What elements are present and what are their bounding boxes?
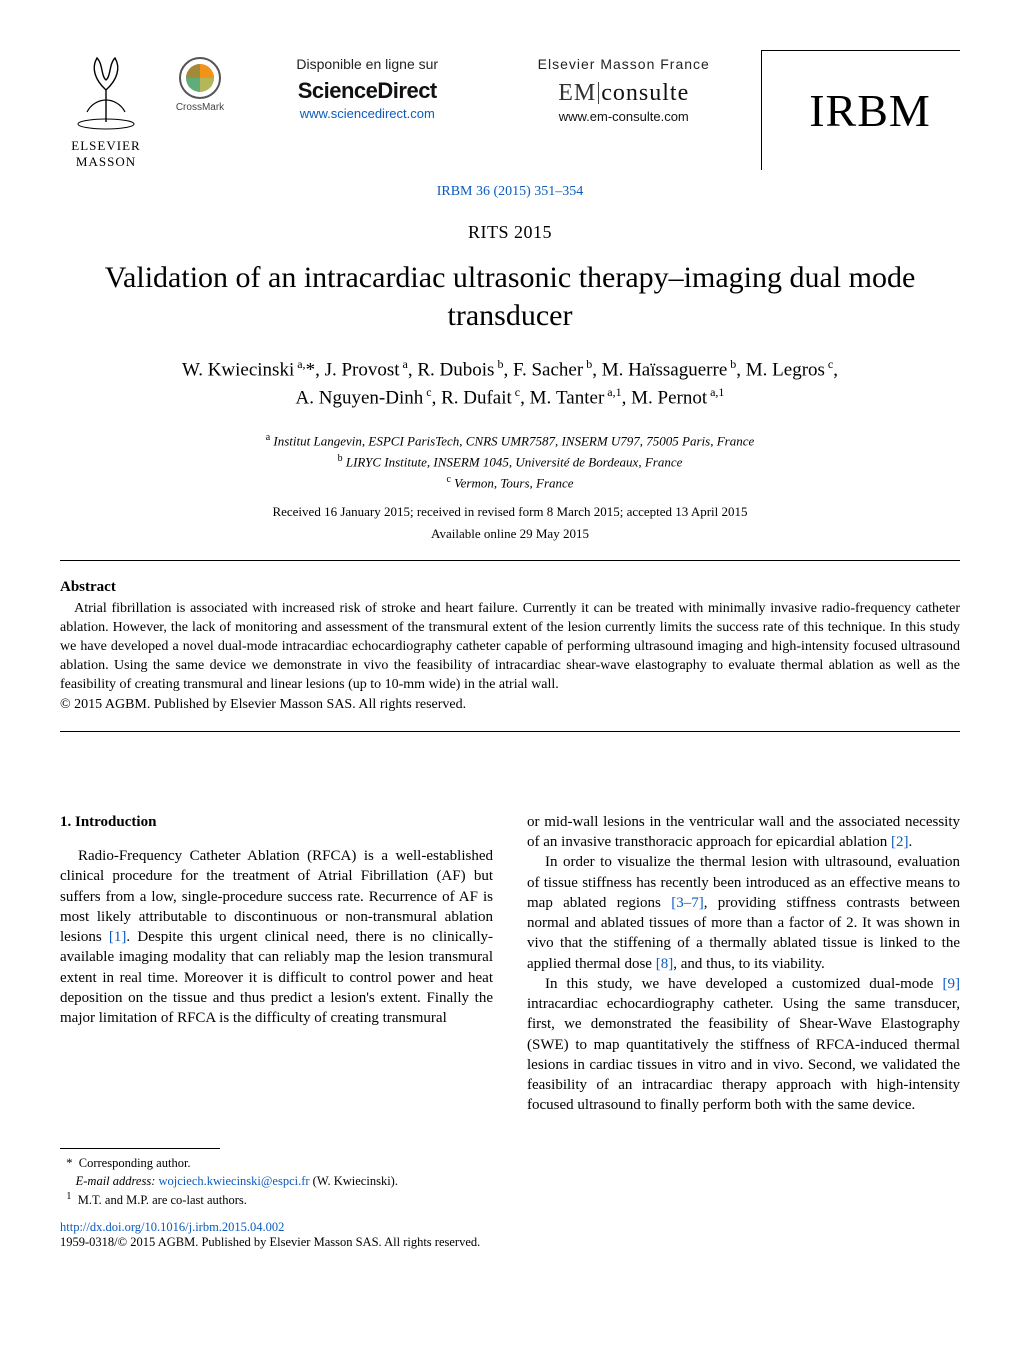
footnotes: * Corresponding author. E-mail address: …	[60, 1155, 493, 1210]
header-row: ELSEVIER MASSON CrossMark Disponible en …	[60, 50, 960, 170]
affiliations: a Institut Langevin, ESPCI ParisTech, CN…	[60, 430, 960, 492]
journal-title: IRBM	[809, 84, 931, 137]
page: ELSEVIER MASSON CrossMark Disponible en …	[0, 0, 1020, 1290]
affil-b: b LIRYC Institute, INSERM 1045, Universi…	[60, 451, 960, 472]
crossmark-icon	[178, 56, 222, 100]
affil-c: c Vermon, Tours, France	[60, 472, 960, 493]
intro-p4: In this study, we have developed a custo…	[527, 974, 960, 1116]
intro-p2: or mid-wall lesions in the ventricular w…	[527, 812, 960, 853]
em-consulte-link[interactable]: www.em-consulte.com	[505, 109, 744, 124]
elsevier-label: ELSEVIER	[71, 138, 140, 154]
elsevier-logo: ELSEVIER MASSON	[60, 50, 152, 170]
sciencedirect-block: Disponible en ligne sur ScienceDirect ww…	[248, 50, 487, 170]
rule-bottom	[60, 731, 960, 732]
issn-copyright: 1959-0318/© 2015 AGBM. Published by Else…	[60, 1235, 960, 1250]
em-suffix: consulte	[601, 80, 689, 106]
ref-9[interactable]: [9]	[943, 976, 961, 992]
intro-p3: In order to visualize the thermal lesion…	[527, 852, 960, 974]
elsevier-tree-icon	[67, 50, 145, 136]
abstract-copyright: © 2015 AGBM. Published by Elsevier Masso…	[60, 697, 960, 713]
colast-note: 1 M.T. and M.P. are co-last authors.	[60, 1190, 493, 1210]
email-line: E-mail address: wojciech.kwiecinski@espc…	[60, 1173, 493, 1191]
ref-2[interactable]: [2]	[891, 834, 909, 850]
em-consulte-wordmark: EMconsulte	[505, 80, 744, 107]
authors-line-1: W. Kwiecinski a,*, J. Provost a, R. Dubo…	[60, 356, 960, 384]
body-columns: 1. Introduction Radio-Frequency Catheter…	[60, 812, 960, 1210]
corresponding-author: * Corresponding author.	[60, 1155, 493, 1173]
abstract-body: Atrial fibrillation is associated with i…	[60, 600, 960, 694]
footnote-separator	[60, 1148, 220, 1149]
crossmark-label: CrossMark	[176, 102, 224, 113]
authors-line-2: A. Nguyen-Dinh c, R. Dufait c, M. Tanter…	[60, 384, 960, 412]
section-1-heading: 1. Introduction	[60, 812, 493, 832]
em-consulte-block: Elsevier Masson France EMconsulte www.em…	[505, 50, 744, 170]
rule-top	[60, 560, 960, 561]
article-dates: Received 16 January 2015; received in re…	[60, 504, 960, 520]
corresponding-email[interactable]: wojciech.kwiecinski@espci.fr	[159, 1174, 310, 1188]
masson-label: MASSON	[76, 154, 136, 170]
conference-line: RITS 2015	[60, 222, 960, 243]
ref-8[interactable]: [8]	[656, 956, 674, 972]
elsevier-masson-france-label: Elsevier Masson France	[505, 56, 744, 72]
affil-a: a Institut Langevin, ESPCI ParisTech, CN…	[60, 430, 960, 451]
sciencedirect-wordmark: ScienceDirect	[248, 78, 487, 104]
disponible-label: Disponible en ligne sur	[248, 56, 487, 72]
article-title: Validation of an intracardiac ultrasonic…	[100, 259, 920, 334]
sciencedirect-link[interactable]: www.sciencedirect.com	[248, 106, 487, 121]
ref-3-7[interactable]: [3–7]	[671, 895, 704, 911]
crossmark[interactable]: CrossMark	[170, 50, 230, 170]
available-online: Available online 29 May 2015	[60, 526, 960, 542]
em-prefix: EM	[558, 80, 596, 106]
journal-brand: IRBM	[761, 50, 960, 170]
intro-p1: Radio-Frequency Catheter Ablation (RFCA)…	[60, 846, 493, 1028]
citation-line[interactable]: IRBM 36 (2015) 351–354	[60, 184, 960, 200]
authors-block: W. Kwiecinski a,*, J. Provost a, R. Dubo…	[60, 356, 960, 412]
doi-link[interactable]: http://dx.doi.org/10.1016/j.irbm.2015.04…	[60, 1220, 960, 1235]
ref-1[interactable]: [1]	[109, 929, 127, 945]
abstract-heading: Abstract	[60, 579, 960, 596]
